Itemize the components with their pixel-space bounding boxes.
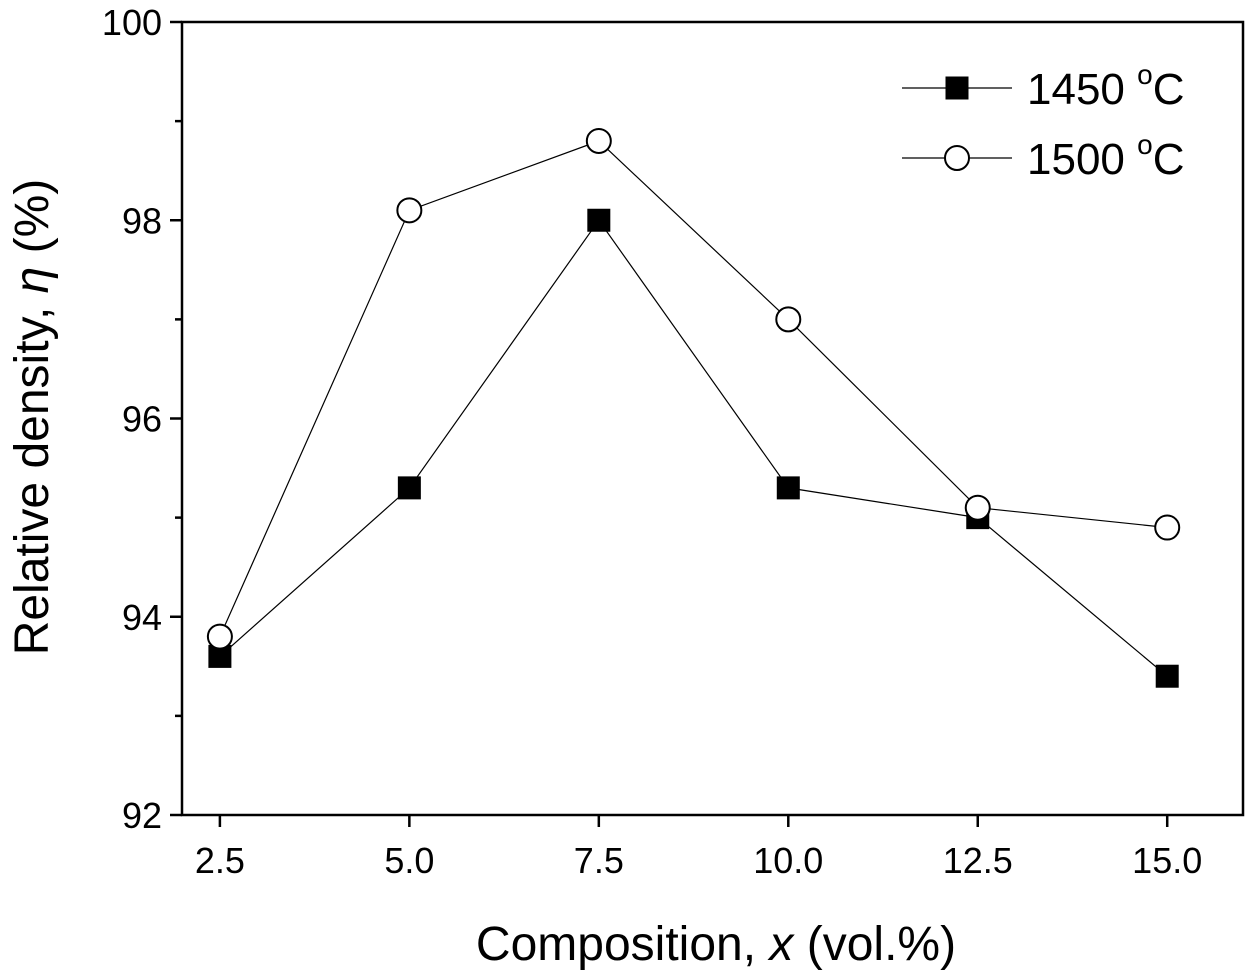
legend-entry-1450: 1450 oC (902, 59, 1184, 114)
series-layer (206, 127, 1181, 688)
legend-label: 1500 oC (1027, 129, 1184, 184)
x-tick-label: 2.5 (195, 840, 245, 881)
legend-marker (944, 145, 970, 171)
legend-label: 1450 oC (1027, 59, 1184, 114)
data-point-1500 (964, 494, 991, 521)
axes: 2.5 5.0 7.5 10.0 12.5 15.0 92 94 96 98 100 (102, 2, 1245, 881)
data-point-1500 (1154, 514, 1181, 541)
data-point-1500 (396, 197, 423, 224)
legend: 1450 oC 1500 oC (902, 59, 1184, 184)
data-point-1450 (397, 476, 421, 500)
y-axis-title: Relative density, η (%) (6, 179, 59, 656)
data-point-1450 (587, 208, 611, 232)
x-tick-label: 5.0 (384, 840, 434, 881)
data-point-1450 (776, 476, 800, 500)
series-line-1500 (219, 140, 1168, 637)
series-1500 (206, 127, 1181, 650)
x-tick-label: 7.5 (574, 840, 624, 881)
x-tick-label: 15.0 (1132, 840, 1202, 881)
series-1450 (208, 208, 1179, 688)
data-point-1500 (585, 127, 612, 154)
y-tick-label: 94 (122, 597, 162, 638)
y-tick-label: 98 (122, 200, 162, 241)
y-tick-label: 96 (122, 399, 162, 440)
data-point-1450 (1155, 664, 1179, 688)
x-tick-label: 10.0 (753, 840, 823, 881)
x-tick-label: 12.5 (943, 840, 1013, 881)
legend-marker (945, 76, 969, 100)
y-tick-label: 100 (102, 2, 162, 43)
data-point-1500 (206, 623, 233, 650)
series-line-1450 (219, 219, 1168, 677)
data-point-1500 (775, 306, 802, 333)
x-axis-title: Composition, x (vol.%) (476, 918, 956, 971)
y-tick-label: 92 (122, 795, 162, 836)
legend-entry-1500: 1500 oC (902, 129, 1184, 184)
